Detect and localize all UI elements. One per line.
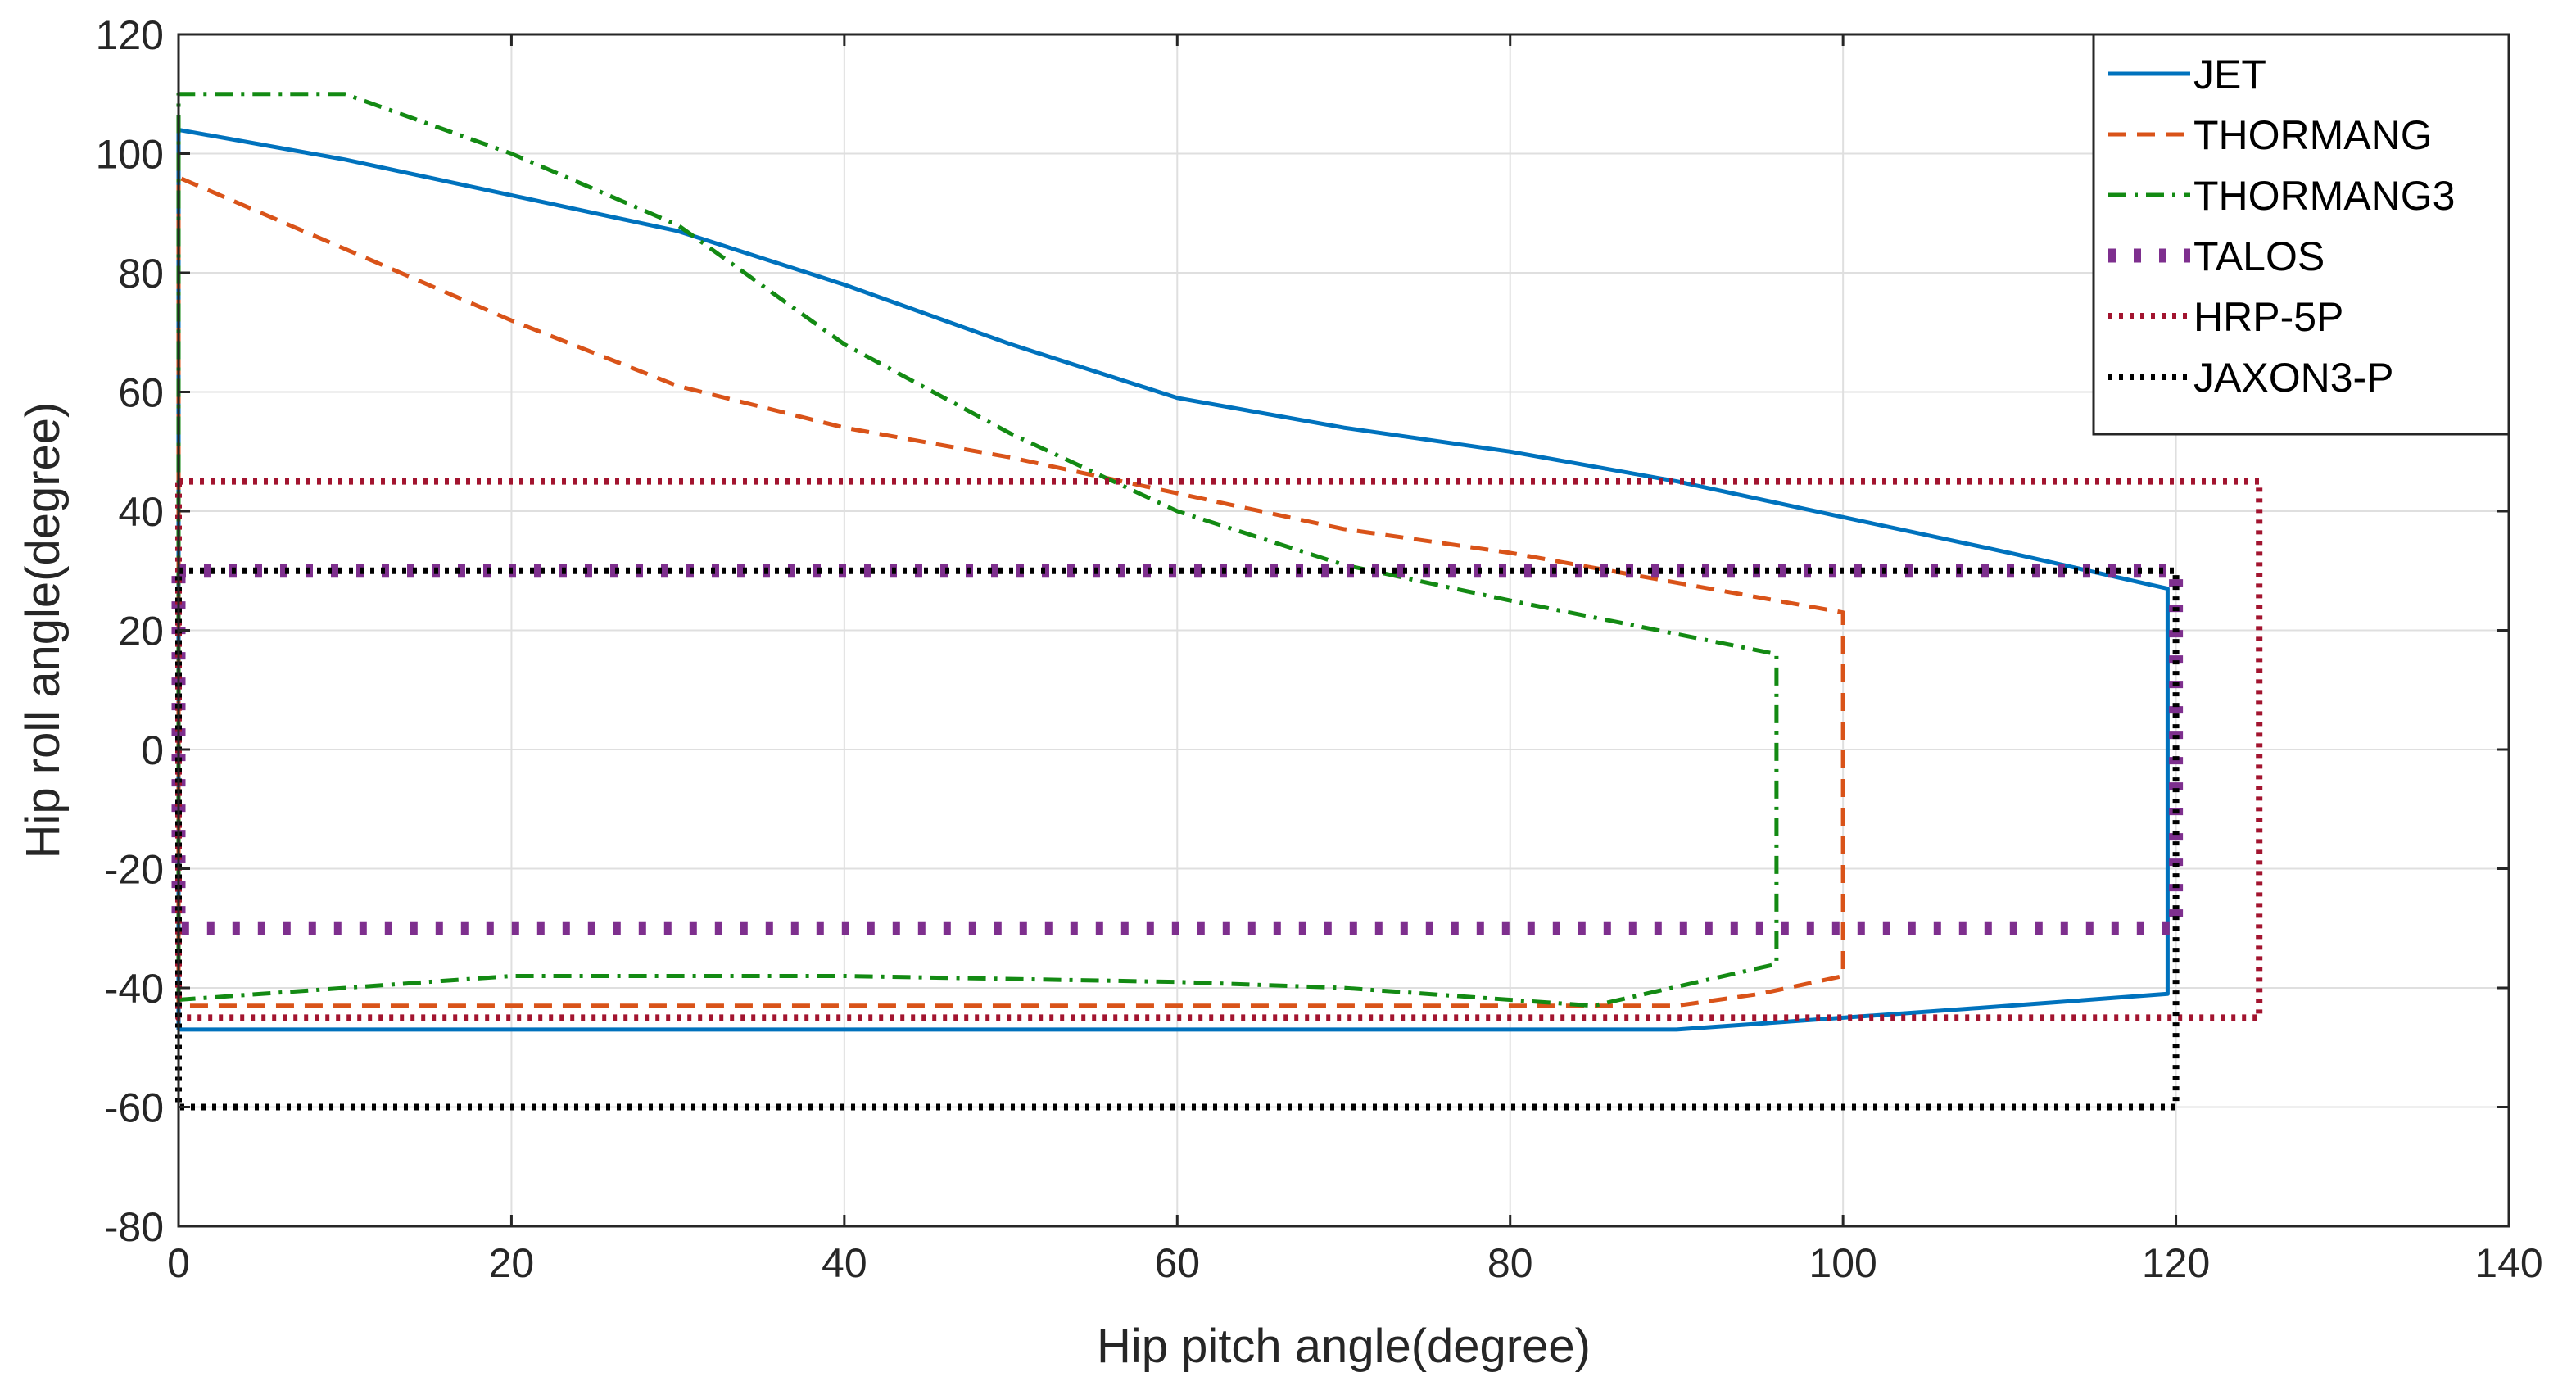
x-tick-label: 40 bbox=[822, 1240, 867, 1286]
legend-item[interactable]: JAXON3-P bbox=[2108, 355, 2394, 401]
y-tick-label: 20 bbox=[118, 609, 164, 654]
y-tick-label: -40 bbox=[105, 966, 164, 1012]
legend-item[interactable]: TALOS bbox=[2108, 233, 2325, 279]
legend-box bbox=[2092, 33, 2510, 436]
legend-label: THORMANG3 bbox=[2193, 173, 2455, 219]
legend-label: HRP-5P bbox=[2193, 294, 2343, 340]
series-line-thormang3 bbox=[176, 92, 1779, 1008]
x-tick-label: 20 bbox=[489, 1240, 535, 1286]
legend-item[interactable]: THORMANG3 bbox=[2108, 173, 2455, 219]
y-tick-label: 0 bbox=[141, 727, 164, 773]
y-tick-label: 40 bbox=[118, 489, 164, 535]
legend-item[interactable]: HRP-5P bbox=[2108, 294, 2343, 340]
y-axis-title: Hip roll angle(degree) bbox=[16, 402, 70, 859]
x-axis-ticks: 0 20 40 60 80 100 120 140 bbox=[167, 34, 2543, 1286]
series-line-jet bbox=[176, 127, 2170, 1032]
x-axis-title: Hip pitch angle(degree) bbox=[1097, 1320, 1591, 1373]
y-tick-label: 60 bbox=[118, 370, 164, 416]
y-tick-label: -60 bbox=[105, 1085, 164, 1131]
x-tick-label: 120 bbox=[2142, 1240, 2210, 1286]
x-tick-label: 0 bbox=[167, 1240, 190, 1286]
x-tick-label: 60 bbox=[1154, 1240, 1200, 1286]
legend[interactable]: JET THORMANG THORMANG3 TALOS HRP-5P JAXON3-P bbox=[2092, 33, 2510, 436]
grid-lines bbox=[178, 34, 2510, 1227]
x-tick-label: 140 bbox=[2474, 1240, 2542, 1286]
y-tick-label: 100 bbox=[96, 132, 164, 178]
x-tick-label: 100 bbox=[1809, 1240, 1877, 1286]
legend-item[interactable]: THORMANG bbox=[2108, 112, 2433, 158]
x-tick-label: 80 bbox=[1487, 1240, 1533, 1286]
y-axis-ticks: -80 -60 -40 -20 0 20 40 60 80 100 120 bbox=[96, 12, 2509, 1250]
series-line-hrp-5p bbox=[175, 478, 2263, 1021]
legend-label: TALOS bbox=[2193, 233, 2325, 279]
legend-item[interactable]: JET bbox=[2108, 52, 2266, 97]
legend-label: JET bbox=[2193, 52, 2266, 97]
y-tick-label: -20 bbox=[105, 847, 164, 893]
y-tick-label: 80 bbox=[118, 251, 164, 297]
y-tick-label: 120 bbox=[96, 12, 164, 58]
legend-label: JAXON3-P bbox=[2193, 355, 2394, 401]
y-tick-label: -80 bbox=[105, 1204, 164, 1250]
legend-label: THORMANG bbox=[2193, 112, 2433, 158]
series-line-thormang bbox=[176, 175, 1845, 1008]
series-group bbox=[171, 92, 2263, 1111]
